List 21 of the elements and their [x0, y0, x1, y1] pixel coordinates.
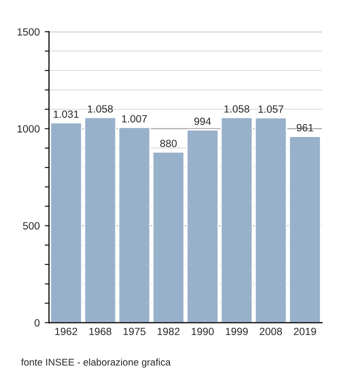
data-label: 1.031 — [54, 110, 79, 118]
x-tick-label: 1975 — [124, 328, 146, 336]
x-tick-label: 1962 — [55, 328, 78, 336]
x-tick-label: 2008 — [260, 328, 282, 336]
x-tick-label: 1968 — [89, 328, 112, 336]
data-label: 994 — [194, 118, 211, 126]
data-label: 1.058 — [224, 105, 250, 113]
y-tick-label: 1500 — [18, 28, 40, 36]
data-label: 1.007 — [122, 115, 147, 122]
x-tick-label: 2019 — [294, 328, 316, 336]
data-label: 880 — [160, 140, 177, 148]
y-tick-label: 500 — [23, 222, 40, 230]
x-tick-label: 1982 — [158, 328, 180, 336]
data-label: 1.058 — [88, 105, 113, 113]
x-tick-label: 1999 — [226, 328, 248, 336]
y-tick-label: 0 — [34, 319, 40, 327]
data-label: 961 — [296, 124, 314, 132]
x-tick-label: 1990 — [192, 328, 214, 336]
y-tick-label: 1000 — [18, 125, 40, 133]
source-note: fonte INSEE - elaborazione grafica — [21, 358, 171, 368]
data-label: 1.057 — [258, 105, 284, 113]
